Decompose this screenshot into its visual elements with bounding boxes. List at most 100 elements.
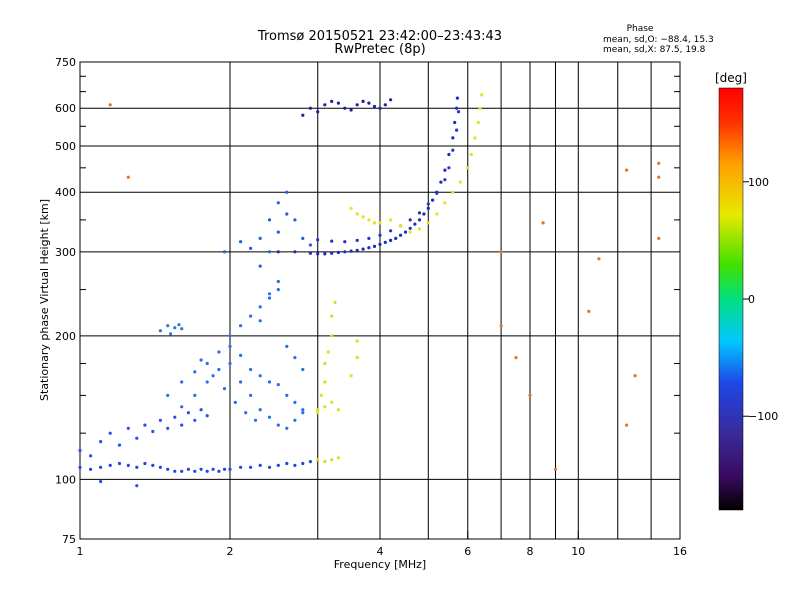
data-point <box>316 252 320 256</box>
colorbar-tick-label: 0 <box>748 293 755 306</box>
data-point <box>228 467 232 471</box>
data-point <box>316 411 320 415</box>
data-point <box>499 250 503 254</box>
data-point <box>499 324 503 328</box>
data-point <box>293 418 297 422</box>
data-point <box>308 106 312 110</box>
data-point <box>211 374 215 378</box>
data-point <box>323 460 327 464</box>
colorbar-tick-label: 100 <box>748 176 769 189</box>
data-point <box>143 461 147 466</box>
y-tick-label: 750 <box>55 56 76 69</box>
data-point <box>199 467 203 471</box>
data-point <box>378 106 382 110</box>
data-point <box>426 206 430 210</box>
data-point <box>267 415 272 419</box>
data-point <box>89 454 93 458</box>
data-point <box>249 314 253 318</box>
data-point <box>367 246 371 250</box>
data-point <box>293 250 297 254</box>
data-point <box>180 469 184 473</box>
data-point <box>173 415 177 419</box>
data-point <box>378 233 382 237</box>
data-point <box>349 108 353 112</box>
data-point <box>378 242 382 246</box>
data-point <box>378 221 382 225</box>
data-point <box>399 233 403 237</box>
data-point <box>193 393 197 397</box>
chart-title: Tromsø 20150521 23:42:00–23:43:43 <box>257 29 502 44</box>
data-point <box>239 353 243 357</box>
data-point <box>372 221 377 225</box>
data-point <box>355 356 359 360</box>
data-point <box>466 166 470 170</box>
data-point <box>244 411 248 415</box>
data-point <box>330 334 334 338</box>
x-tick-label: 6 <box>464 545 471 558</box>
data-point <box>301 113 305 117</box>
y-tick-label: 400 <box>55 186 76 199</box>
data-point <box>455 96 459 100</box>
data-points <box>78 93 661 488</box>
data-point <box>285 426 289 430</box>
data-point <box>199 408 203 412</box>
data-point <box>267 250 272 254</box>
x-tick-label: 1 <box>77 545 84 558</box>
data-point <box>126 175 130 179</box>
data-point <box>319 393 323 397</box>
data-point <box>267 292 272 296</box>
data-point <box>99 440 103 444</box>
data-point <box>657 175 661 179</box>
data-point <box>399 224 403 228</box>
data-point <box>439 180 443 184</box>
data-point <box>99 465 103 469</box>
data-point <box>355 238 359 242</box>
data-point <box>217 350 221 354</box>
data-point <box>217 469 221 473</box>
data-point <box>389 98 393 102</box>
data-point <box>473 136 477 140</box>
y-tick-label: 100 <box>55 473 76 486</box>
data-point <box>276 201 280 205</box>
grid-lines <box>80 62 680 539</box>
data-point <box>211 467 215 471</box>
x-tick-label: 4 <box>377 545 384 558</box>
data-point <box>193 469 197 473</box>
data-point <box>597 257 601 261</box>
data-point <box>233 400 237 404</box>
data-point <box>143 423 147 427</box>
data-point <box>514 356 518 360</box>
data-point <box>108 103 112 107</box>
data-point <box>435 191 439 195</box>
data-point <box>625 168 629 172</box>
data-point <box>316 238 320 242</box>
data-point <box>308 243 312 247</box>
data-point <box>222 250 227 254</box>
data-point <box>228 344 232 348</box>
data-point <box>276 230 280 234</box>
data-point <box>222 467 227 471</box>
data-point <box>267 465 272 469</box>
data-point <box>276 288 280 292</box>
y-axis-label: Stationary phase Virtual Height [km] <box>38 199 51 401</box>
data-point <box>173 326 177 330</box>
data-point <box>361 99 365 103</box>
data-point <box>330 251 334 255</box>
data-point <box>308 251 312 255</box>
data-point <box>372 104 377 109</box>
data-point <box>205 414 209 418</box>
data-point <box>180 327 184 331</box>
data-point <box>249 465 253 469</box>
data-point <box>166 393 170 397</box>
data-point <box>403 230 408 234</box>
data-point <box>330 458 334 462</box>
data-point <box>180 405 184 409</box>
data-point <box>228 334 232 338</box>
data-point <box>301 367 305 372</box>
data-point <box>166 467 170 471</box>
data-point <box>316 458 320 462</box>
plot-area: 1 2 4 6 8 10 16 75 100 200 300 400 500 600 750 <box>55 56 687 558</box>
data-point <box>451 148 455 152</box>
data-point <box>205 380 209 384</box>
data-point <box>267 218 272 222</box>
